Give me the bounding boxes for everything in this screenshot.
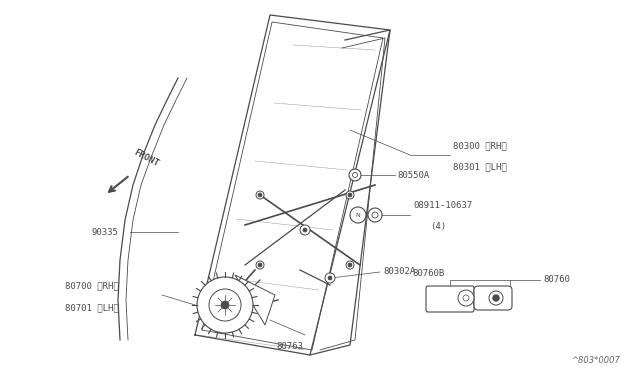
Circle shape (348, 263, 352, 267)
Circle shape (256, 261, 264, 269)
Circle shape (458, 290, 474, 306)
FancyBboxPatch shape (426, 286, 474, 312)
Text: (4): (4) (430, 222, 446, 231)
Text: 08911-10637: 08911-10637 (413, 201, 472, 210)
Circle shape (493, 295, 499, 301)
Circle shape (328, 276, 332, 280)
Circle shape (489, 291, 503, 305)
Text: 80302A: 80302A (383, 267, 415, 276)
Circle shape (258, 263, 262, 267)
Text: 80763: 80763 (276, 342, 303, 351)
Text: 80300 〈RH〉: 80300 〈RH〉 (453, 141, 507, 150)
Text: 90335: 90335 (91, 228, 118, 237)
Circle shape (258, 193, 262, 197)
Text: 80760: 80760 (543, 276, 570, 285)
Text: 80760B: 80760B (413, 269, 445, 278)
FancyBboxPatch shape (474, 286, 512, 310)
Circle shape (325, 273, 335, 283)
Circle shape (197, 277, 253, 333)
Text: 80550A: 80550A (397, 170, 429, 180)
Circle shape (368, 208, 382, 222)
Circle shape (303, 228, 307, 232)
Text: 80701 〈LH〉: 80701 〈LH〉 (65, 303, 119, 312)
Text: N: N (356, 212, 360, 218)
Circle shape (346, 261, 354, 269)
Circle shape (346, 191, 354, 199)
Circle shape (350, 207, 366, 223)
Circle shape (348, 193, 352, 197)
Circle shape (349, 169, 361, 181)
Circle shape (256, 191, 264, 199)
Circle shape (209, 289, 241, 321)
Circle shape (300, 225, 310, 235)
Text: 80301 〈LH〉: 80301 〈LH〉 (453, 162, 507, 171)
Text: ^803*0007: ^803*0007 (571, 356, 620, 365)
Polygon shape (235, 275, 275, 325)
Text: FRONT: FRONT (132, 147, 160, 168)
Text: 80700 〈RH〉: 80700 〈RH〉 (65, 281, 119, 290)
Circle shape (221, 301, 229, 309)
